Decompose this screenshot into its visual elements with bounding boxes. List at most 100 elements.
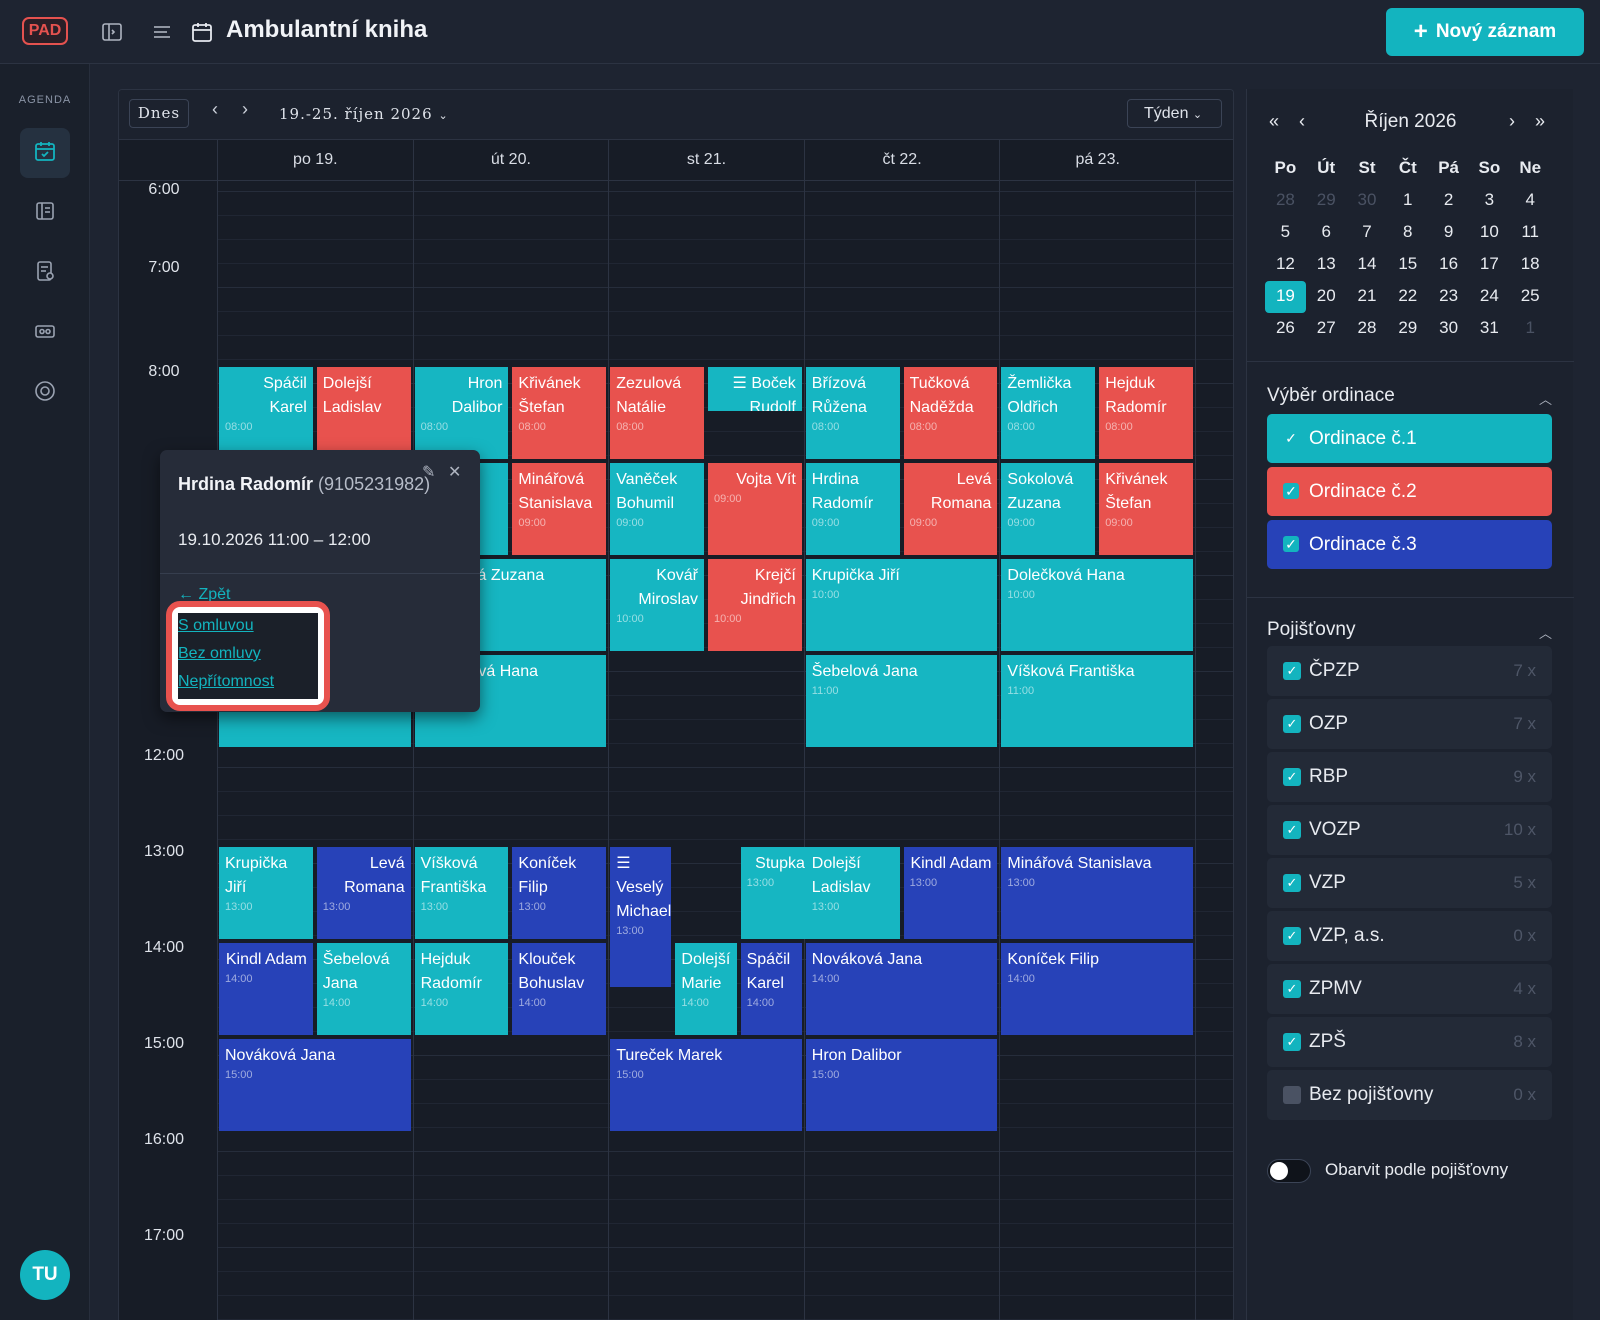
appointment[interactable]: Víšková Františka 13:00 — [414, 847, 509, 939]
close-icon[interactable]: ✕ — [448, 464, 462, 481]
option-unexcused[interactable]: Bez omluvy — [178, 645, 261, 662]
day-cell[interactable]: 3 — [1484, 190, 1495, 209]
new-record-button[interactable]: + Nový záznam — [1386, 8, 1584, 56]
day-cell[interactable]: 27 — [1316, 318, 1336, 337]
appointment[interactable]: Minářová Stanislava 09:00 — [512, 463, 607, 555]
insurance-option[interactable]: ✓ VZP, a.s. 0 x — [1267, 911, 1552, 961]
appointment[interactable]: Levá Romana 09:00 — [903, 463, 998, 555]
appointment[interactable]: Dolečková Hana 10:00 — [1001, 559, 1193, 651]
day-cell[interactable]: 12 — [1275, 254, 1295, 273]
user-avatar[interactable]: TU — [20, 1250, 70, 1300]
appointment[interactable]: Zezulová Natálie 08:00 — [610, 367, 704, 459]
appointment[interactable]: ☰ Veselý Michael 13:00 — [610, 847, 672, 987]
menu-icon[interactable] — [150, 20, 174, 44]
back-link[interactable]: ← Zpět — [178, 586, 231, 603]
checkbox-icon[interactable] — [1283, 1086, 1301, 1104]
appointment[interactable]: Nováková Jana 15:00 — [219, 1039, 411, 1131]
edit-icon[interactable]: ✎ — [422, 464, 436, 481]
appointment[interactable]: Hrdina Radomír 09:00 — [805, 463, 900, 555]
today-button[interactable]: Dnes — [129, 99, 189, 128]
day-cell[interactable]: 20 — [1316, 286, 1336, 305]
insurance-option[interactable]: ✓ ZPMV 4 x — [1267, 964, 1552, 1014]
day-cell[interactable]: 19 — [1265, 281, 1306, 313]
appointment[interactable]: Dolejší Ladislav — [316, 367, 411, 459]
day-cell[interactable]: 6 — [1321, 222, 1331, 241]
appointment[interactable]: Vojta Vít 09:00 — [708, 463, 802, 555]
day-cell[interactable]: 28 — [1275, 190, 1295, 209]
appointment[interactable]: Kindl Adam 14:00 — [219, 943, 313, 1035]
day-cell[interactable]: 29 — [1398, 318, 1418, 337]
day-cell[interactable]: 11 — [1521, 222, 1539, 241]
prev-week-icon[interactable]: ‹ — [212, 99, 218, 119]
app-logo[interactable]: PAD — [22, 17, 68, 45]
day-cell[interactable]: 28 — [1357, 318, 1377, 337]
nav-calendar[interactable] — [20, 128, 70, 178]
checkbox-icon[interactable]: ✓ — [1283, 768, 1301, 786]
option-absence[interactable]: Nepřítomnost — [178, 673, 275, 690]
appointment[interactable]: ☰ Boček Rudolf — [708, 367, 802, 411]
insurance-option[interactable]: ✓ OZP 7 x — [1267, 699, 1552, 749]
date-range-picker[interactable]: 19.-25. říjen 2026 ⌄ — [279, 105, 449, 123]
nav-cards[interactable] — [20, 308, 70, 358]
appointment[interactable]: Levá Romana 13:00 — [316, 847, 411, 939]
clinic-option[interactable]: ✓ Ordinace č.2 — [1267, 467, 1552, 516]
clinic-option[interactable]: ✓ Ordinace č.3 — [1267, 520, 1552, 569]
checkbox-icon[interactable]: ✓ — [1283, 1033, 1301, 1051]
day-cell[interactable]: 30 — [1439, 318, 1459, 337]
appointment[interactable]: Tučková Naděžda 08:00 — [903, 367, 998, 459]
day-cell[interactable]: 30 — [1357, 190, 1377, 209]
appointment[interactable]: Krupička Jiří 10:00 — [805, 559, 998, 651]
day-cell[interactable]: 21 — [1357, 286, 1377, 305]
appointment[interactable]: Víšková Františka 11:00 — [1001, 655, 1193, 747]
checkbox-icon[interactable]: ✓ — [1283, 927, 1301, 945]
prev-month-icon[interactable]: ‹ — [1299, 111, 1305, 131]
day-cell[interactable]: 25 — [1520, 286, 1540, 305]
appointment[interactable]: Klouček Bohuslav 14:00 — [512, 943, 607, 1035]
day-cell[interactable]: 13 — [1316, 254, 1336, 273]
day-cell[interactable]: 23 — [1439, 286, 1459, 305]
color-by-insurance-toggle[interactable] — [1267, 1159, 1311, 1183]
clinic-option[interactable]: ✓ Ordinace č.1 — [1267, 414, 1552, 463]
appointment[interactable]: Sokolová Zuzana 09:00 — [1001, 463, 1096, 555]
day-cell[interactable]: 8 — [1403, 222, 1413, 241]
checkbox-icon[interactable]: ✓ — [1283, 662, 1301, 680]
prev-year-icon[interactable]: « — [1269, 111, 1280, 131]
appointment[interactable]: Spáčil Karel 14:00 — [740, 943, 802, 1035]
nav-book[interactable] — [20, 188, 70, 238]
day-cell[interactable]: 22 — [1398, 286, 1418, 305]
view-select[interactable]: Týden ⌄ — [1127, 99, 1222, 128]
appointment[interactable]: Hejduk Radomír 14:00 — [414, 943, 509, 1035]
appointment[interactable]: Nováková Jana 14:00 — [805, 943, 998, 1035]
option-excused[interactable]: S omluvou — [178, 617, 254, 634]
appointment[interactable]: Šebelová Jana 11:00 — [805, 655, 998, 747]
appointment[interactable]: Krejčí Jindřich 10:00 — [708, 559, 802, 651]
day-cell[interactable]: 14 — [1357, 254, 1377, 273]
day-cell[interactable]: 9 — [1443, 222, 1454, 241]
checkbox-icon[interactable]: ✓ — [1283, 715, 1301, 733]
appointment[interactable]: Hron Dalibor 15:00 — [805, 1039, 998, 1131]
day-cell[interactable]: 18 — [1520, 254, 1540, 273]
checkbox-icon[interactable]: ✓ — [1283, 980, 1301, 998]
appointment[interactable]: Kovář Miroslav 10:00 — [610, 559, 704, 651]
nav-records[interactable] — [20, 248, 70, 298]
insurance-option[interactable]: ✓ ČPZP 7 x — [1267, 646, 1552, 696]
day-cell[interactable]: 24 — [1479, 286, 1499, 305]
day-cell[interactable]: 15 — [1398, 254, 1418, 273]
day-cell[interactable]: 17 — [1479, 254, 1499, 273]
next-week-icon[interactable]: › — [242, 99, 248, 119]
insurance-option[interactable]: Bez pojišťovny 0 x — [1267, 1070, 1552, 1120]
appointment[interactable]: Křivánek Štefan 09:00 — [1099, 463, 1193, 555]
day-cell[interactable]: 16 — [1439, 254, 1459, 273]
chevron-up-icon[interactable]: ︿ — [1539, 392, 1553, 407]
next-year-icon[interactable]: » — [1535, 111, 1546, 131]
day-cell[interactable]: 31 — [1479, 318, 1499, 337]
appointment[interactable]: Dolejší Ladislav 13:00 — [805, 847, 900, 939]
appointment[interactable]: Břízová Růžena 08:00 — [805, 367, 900, 459]
day-cell[interactable]: 4 — [1525, 190, 1535, 209]
appointment[interactable]: Hejduk Radomír 08:00 — [1099, 367, 1193, 459]
nav-help[interactable] — [20, 368, 70, 418]
appointment[interactable]: Kindl Adam 13:00 — [903, 847, 998, 939]
day-cell[interactable]: 26 — [1275, 318, 1295, 337]
appointment[interactable]: Krupička Jiří 13:00 — [219, 847, 313, 939]
day-cell[interactable]: 2 — [1443, 190, 1454, 209]
